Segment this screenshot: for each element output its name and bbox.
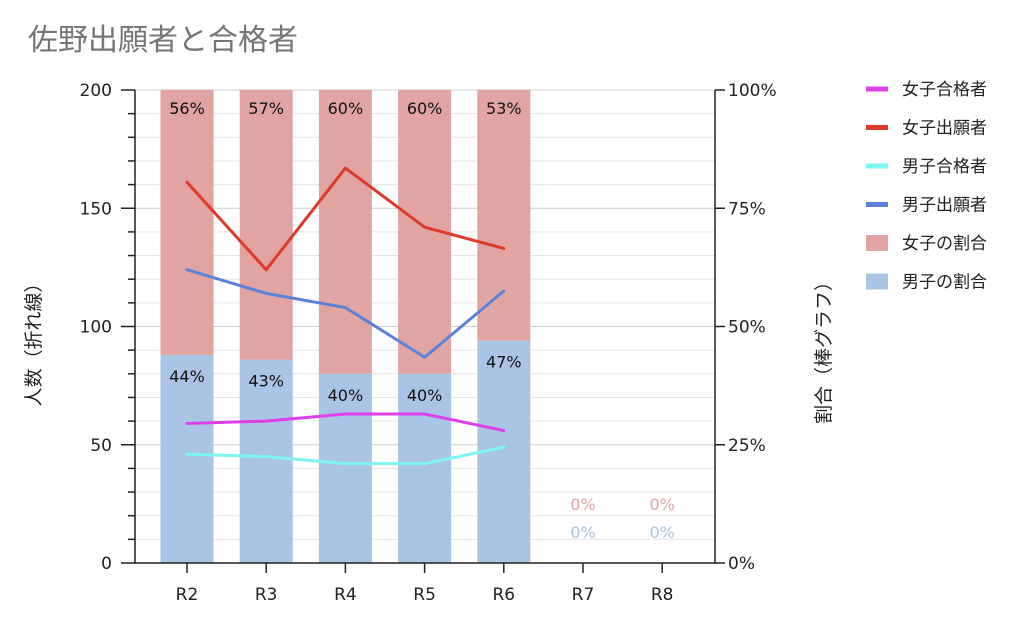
right-axis-tick-label: 0% [728,554,755,574]
chart-title: 佐野出願者と合格者 [28,23,298,58]
bar-label-boys: 0% [650,523,675,542]
bar-label-boys: 40% [407,386,443,405]
x-axis-tick-label: R4 [334,585,357,605]
left-axis-tick-label: 100 [80,318,112,338]
bar-girls-R4 [318,90,372,374]
bar-girls-R6 [477,90,531,341]
line-男子出願者 [185,268,506,359]
bar-label-boys: 47% [486,353,522,372]
bar-girls-R3 [239,90,293,360]
legend-label: 女子出願者 [902,119,987,139]
lines [185,166,506,466]
bar-boys-R4 [318,373,372,563]
right-axis-tick-label: 25% [728,436,766,456]
bar-label-girls: 0% [570,495,595,514]
bar-label-girls: 57% [248,99,284,118]
bar-boys-R5 [398,373,452,563]
legend-label: 男子合格者 [902,157,987,177]
bar-boys-R3 [239,359,293,563]
left-axis-tick-label: 200 [80,81,112,101]
legend-label: 女子合格者 [902,80,987,100]
right-axis-tick-label: 100% [728,81,777,101]
x-axis-tick-label: R3 [255,585,278,605]
line-男子合格者 [185,445,506,466]
x-axis-tick-label: R2 [176,585,199,605]
left-axis: 0 50 100 150 200 [80,81,136,574]
x-axis-tick-label: R7 [572,585,595,605]
legend-label: 男子の割合 [902,273,987,293]
left-axis-tick-label: 0 [101,554,112,574]
line-女子合格者 [185,412,506,433]
legend-swatch [866,235,888,251]
bar-label-girls: 60% [407,99,443,118]
legend-label: 女子の割合 [902,234,987,254]
right-axis-label: 割合（棒グラフ） [813,272,835,424]
x-axis-tick-label: R5 [413,585,436,605]
bar-label-girls: 60% [328,99,364,118]
right-axis-tick-label: 50% [728,318,766,338]
bar-label-boys: 43% [248,372,284,391]
left-axis-tick-label: 50 [90,436,112,456]
bars: 56% 44% 57% 43% 60% 40% 60% 40% 53% 47% 0% 0% 0% 0% [160,90,675,563]
bar-girls-R2 [160,90,214,355]
bar-label-boys: 0% [570,523,595,542]
bar-label-girls: 0% [650,495,675,514]
left-axis-label: 人数（折れ線） [23,273,45,406]
left-axis-tick-label: 150 [80,199,112,219]
legend-label: 男子出願者 [902,196,987,216]
right-axis-tick-label: 75% [728,199,766,219]
bar-label-boys: 40% [328,386,364,405]
bar-boys-R2 [160,354,214,563]
line-女子出願者 [185,166,506,272]
bar-label-girls: 56% [169,99,205,118]
bar-label-boys: 44% [169,367,205,386]
x-axis-tick-label: R6 [492,585,515,605]
x-axis: R2 R3 R4 R5 R6 R7 R8 [135,562,715,605]
bar-label-girls: 53% [486,99,522,118]
x-axis-tick-label: R8 [651,585,674,605]
legend-swatch [866,273,888,290]
right-axis: 0% 25% 50% 75% 100% [714,81,777,574]
